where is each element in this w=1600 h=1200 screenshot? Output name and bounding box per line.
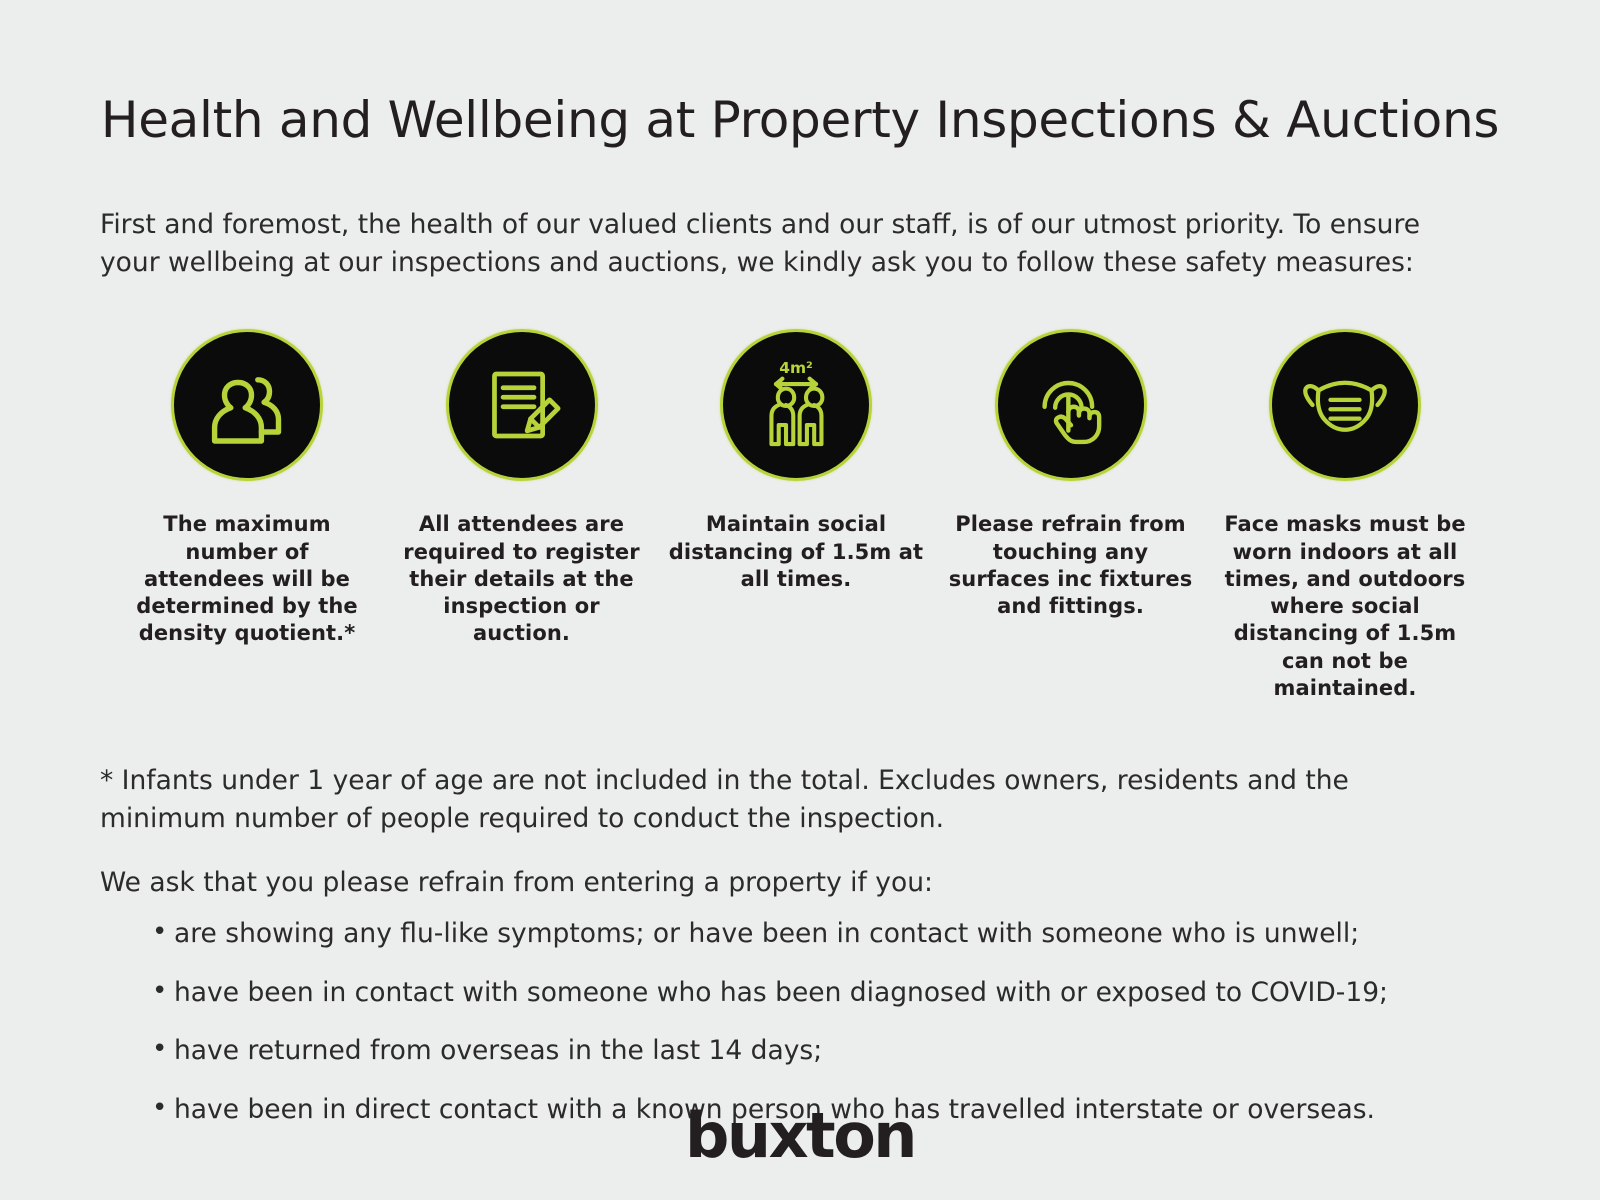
face-mask-icon <box>1269 329 1421 482</box>
footnote-text: * Infants under 1 year of age are not in… <box>100 765 1349 834</box>
measure-caption: Maintain social distancing of 1.5m at al… <box>668 512 924 591</box>
touch-hand-icon <box>994 329 1147 482</box>
list-item: have been in contact with someone who ha… <box>152 973 1500 1012</box>
list-item: are showing any flu-like symptoms; or ha… <box>152 914 1500 953</box>
measure-card-no-touch: Please refrain from touching any surface… <box>946 329 1196 620</box>
refrain-conditions-list: are showing any flu-like symptoms; or ha… <box>100 914 1500 1129</box>
measure-caption: All attendees are required to register t… <box>403 512 640 646</box>
measures-list: The maximum number of attendees will be … <box>100 329 1500 702</box>
distance-label: 4m² <box>779 359 813 377</box>
two-people-icon <box>171 329 323 482</box>
measure-card-register: All attendees are required to register t… <box>397 329 647 647</box>
measure-caption: The maximum number of attendees will be … <box>136 512 358 646</box>
document-pencil-icon <box>445 329 598 482</box>
refrain-lead-in: We ask that you please refrain from ente… <box>100 866 933 898</box>
intro-paragraph: First and foremost, the health of our va… <box>100 209 1421 278</box>
page-title: Health and Wellbeing at Property Inspect… <box>100 91 1500 149</box>
list-item: have returned from overseas in the last … <box>152 1031 1500 1070</box>
measure-card-attendees: The maximum number of attendees will be … <box>122 329 372 647</box>
buxton-logo: buxton <box>685 1099 917 1172</box>
social-distancing-icon: 4m² <box>720 329 872 482</box>
footer: buxton <box>0 1099 1600 1172</box>
measure-card-distancing: 4m² Maintain social distancing of 1.5m a… <box>669 329 923 593</box>
measure-caption: Face masks must be worn indoors at all t… <box>1224 512 1466 701</box>
measure-caption: Please refrain from touching any surface… <box>948 512 1193 619</box>
list-item: have been in direct contact with a known… <box>152 1090 1500 1129</box>
measure-card-face-mask: Face masks must be worn indoors at all t… <box>1220 329 1470 702</box>
